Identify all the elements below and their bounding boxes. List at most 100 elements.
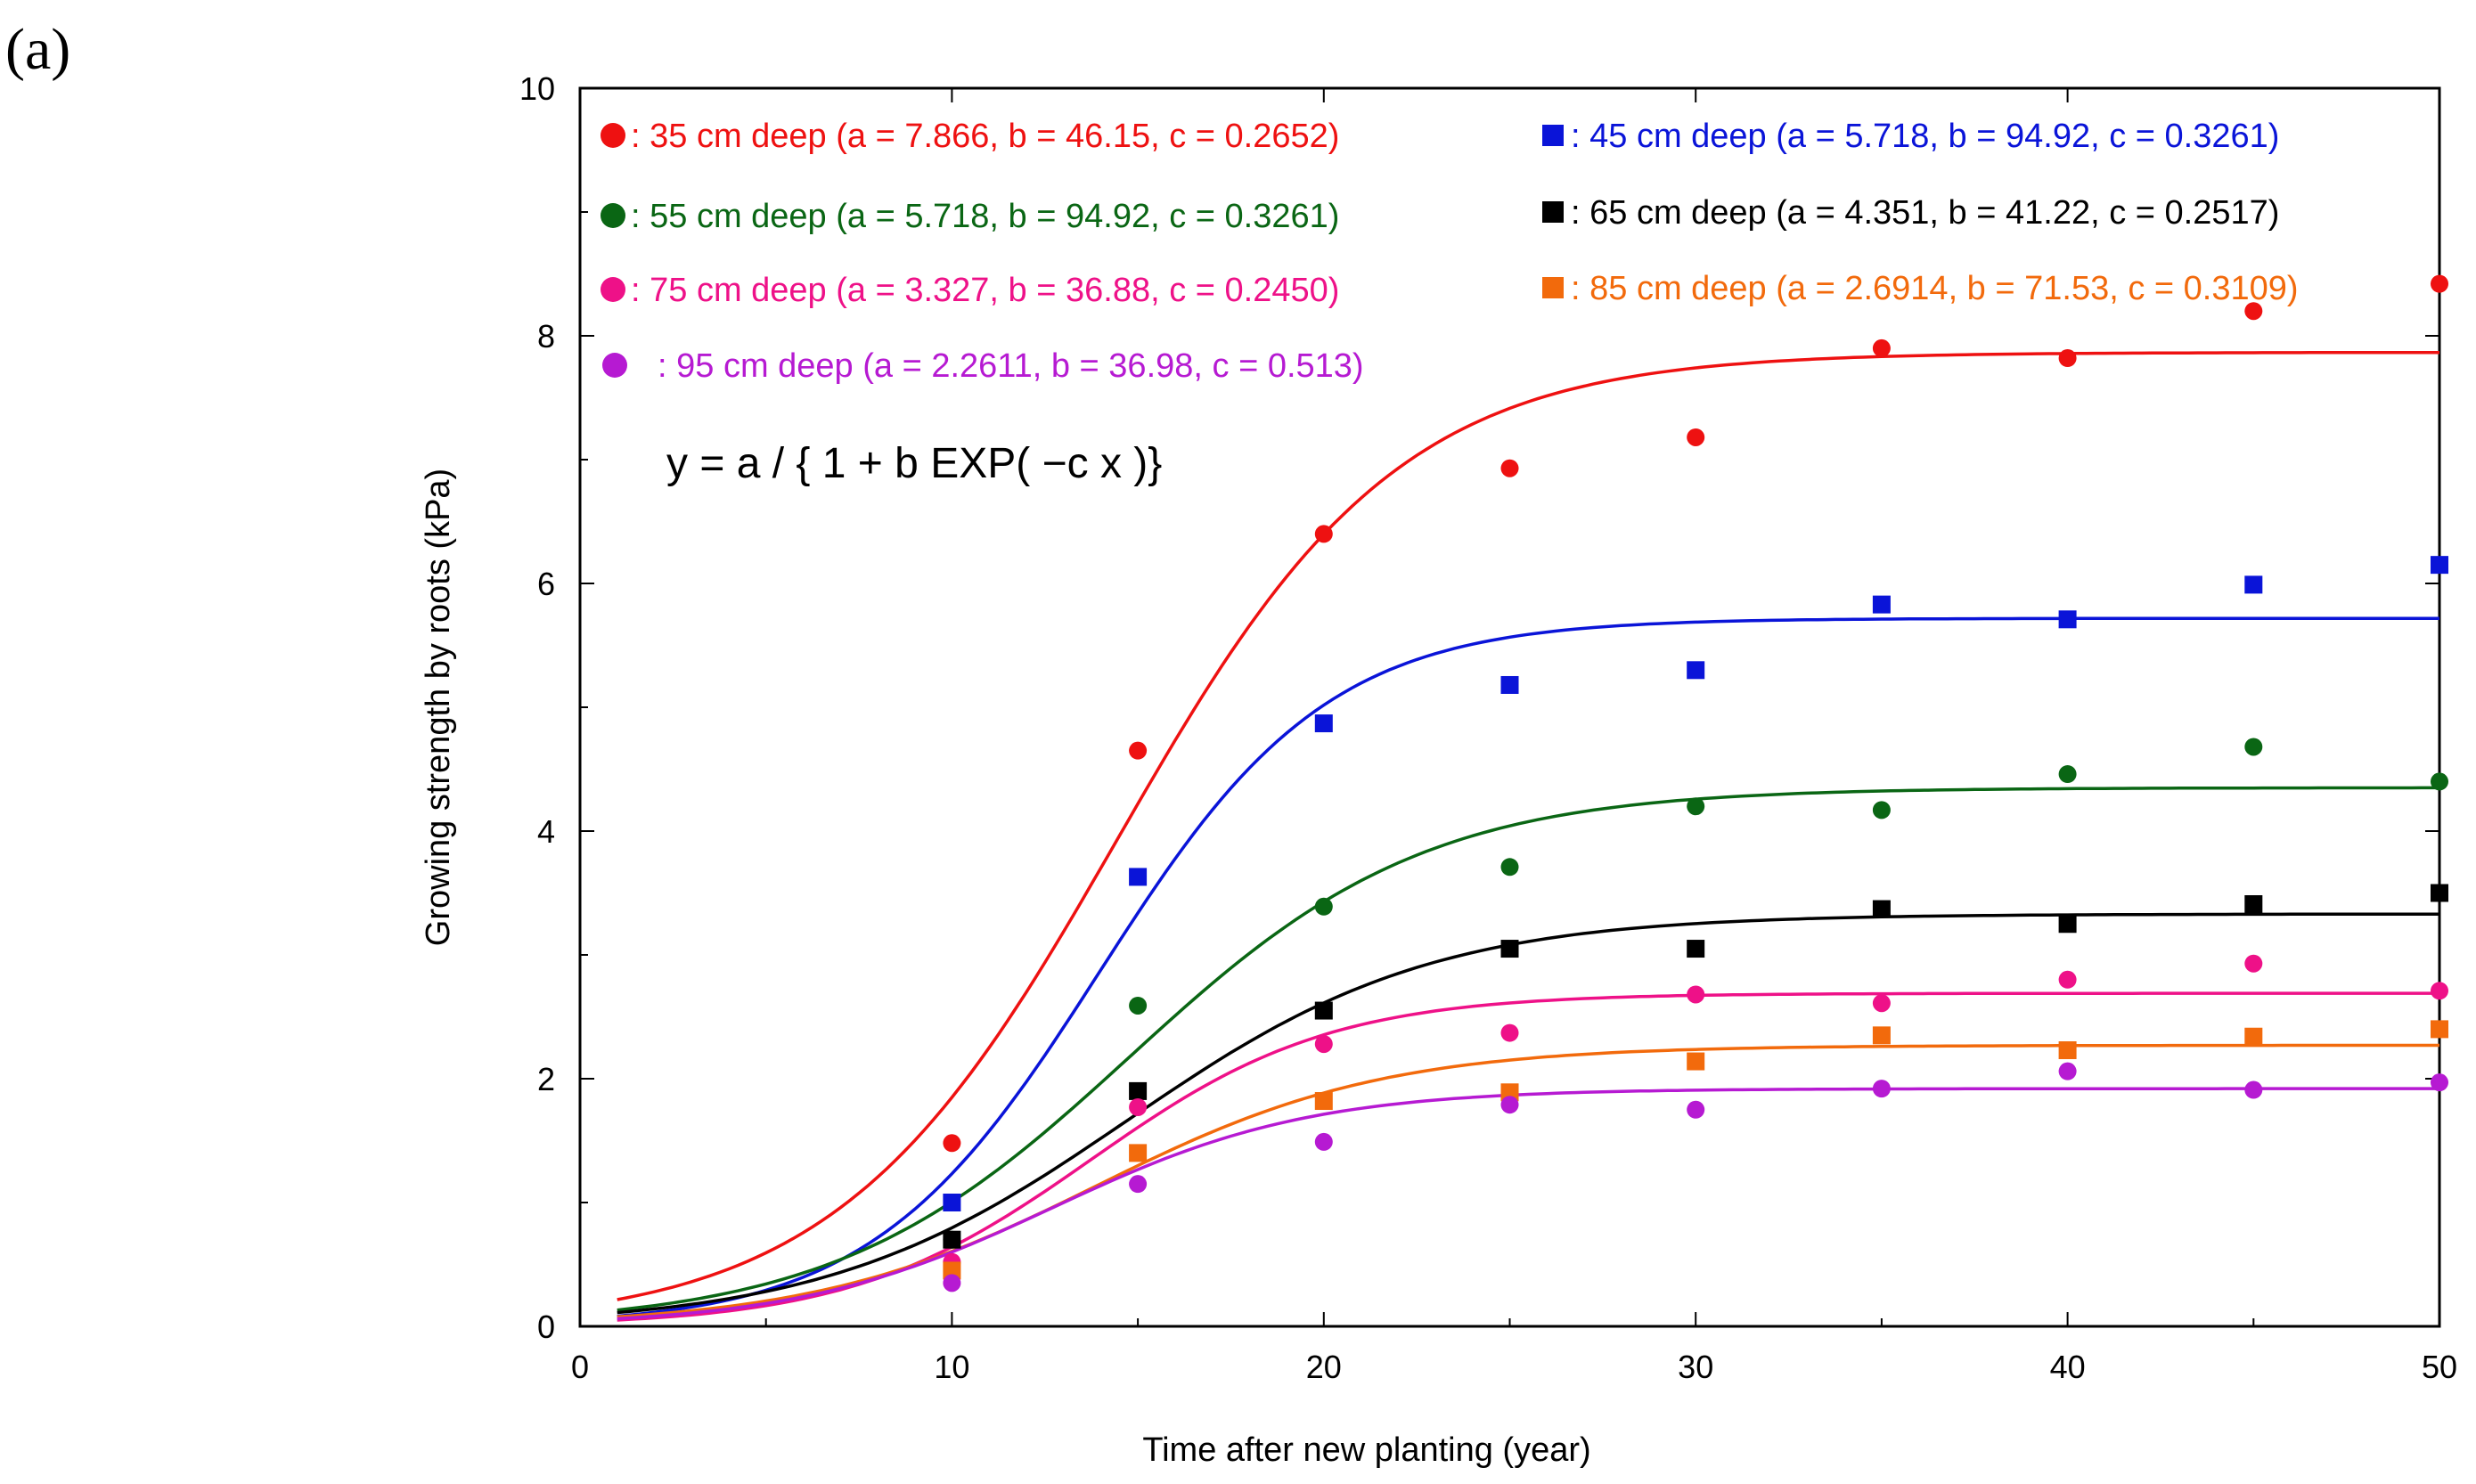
fit-curve-95-cm-deep xyxy=(617,1087,2439,1321)
legend-marker xyxy=(601,123,625,148)
data-point xyxy=(1687,661,1705,680)
fit-curve-45-cm-deep xyxy=(617,616,2439,1318)
data-point xyxy=(2244,954,2263,973)
data-points xyxy=(943,274,2448,1292)
data-point xyxy=(1687,428,1705,446)
data-point xyxy=(943,1261,961,1280)
data-point xyxy=(1314,525,1333,543)
legend-label: : 35 cm deep (a = 7.866, b = 46.15, c = … xyxy=(631,118,1339,155)
legend-label: : 95 cm deep (a = 2.2611, b = 36.98, c =… xyxy=(658,347,1364,385)
data-point xyxy=(1129,1081,1148,1100)
x-tick-label: 30 xyxy=(1678,1349,1713,1385)
data-point xyxy=(943,1274,961,1292)
x-tick-label: 20 xyxy=(1306,1349,1342,1385)
data-point xyxy=(1872,801,1891,819)
data-point xyxy=(2244,1027,2263,1046)
data-point xyxy=(2058,970,2077,989)
data-point xyxy=(1314,897,1333,916)
fit-formula: y = a / { 1 + b EXP( −c x )} xyxy=(666,440,1162,487)
data-point xyxy=(2244,738,2263,756)
data-point xyxy=(2058,915,2077,934)
data-point xyxy=(1500,1096,1519,1114)
data-point xyxy=(1500,940,1519,958)
data-point xyxy=(2431,556,2448,575)
y-tick-label: 4 xyxy=(537,813,555,850)
legend-marker xyxy=(1542,201,1564,223)
data-point xyxy=(2058,1062,2077,1080)
data-point xyxy=(1687,1100,1705,1119)
data-point xyxy=(1687,985,1705,1004)
data-point xyxy=(1687,940,1705,958)
data-point xyxy=(1129,868,1148,886)
data-point xyxy=(1314,1035,1333,1054)
legend-label: : 85 cm deep (a = 2.6914, b = 71.53, c =… xyxy=(1571,270,2299,307)
fit-curve-85-cm-deep xyxy=(617,1043,2439,1319)
data-point xyxy=(943,1230,961,1249)
axis-ticks: 0 10 20 30 40 50 0 2 4 6 8 10 xyxy=(519,70,2457,1385)
data-point xyxy=(1129,1097,1148,1116)
data-point xyxy=(1129,996,1148,1015)
legend-marker xyxy=(602,353,627,378)
y-tick-label: 8 xyxy=(537,318,555,355)
data-point xyxy=(2244,1080,2263,1099)
data-point xyxy=(1314,1001,1333,1020)
data-point xyxy=(1687,1052,1705,1071)
data-point xyxy=(2244,302,2263,321)
data-point xyxy=(1872,338,1891,357)
fit-curve-55-cm-deep xyxy=(617,786,2439,1312)
data-point xyxy=(1129,741,1148,760)
x-tick-label: 50 xyxy=(2422,1349,2457,1385)
x-tick-label: 40 xyxy=(2050,1349,2086,1385)
legend: : 35 cm deep (a = 7.866, b = 46.15, c = … xyxy=(601,118,2299,385)
y-tick-label: 2 xyxy=(537,1061,555,1097)
legend-marker xyxy=(1542,125,1564,146)
x-tick-label: 10 xyxy=(934,1349,969,1385)
data-point xyxy=(1314,1132,1333,1151)
data-point xyxy=(1872,1026,1891,1045)
data-point xyxy=(2431,884,2448,902)
data-point xyxy=(943,1134,961,1153)
legend-marker xyxy=(601,277,625,302)
fit-curve-35-cm-deep xyxy=(617,350,2439,1301)
y-tick-label: 0 xyxy=(537,1309,555,1345)
data-point xyxy=(1872,900,1891,918)
data-point xyxy=(1129,1175,1148,1194)
y-tick-label: 10 xyxy=(519,70,555,107)
x-tick-label: 0 xyxy=(571,1349,589,1385)
data-point xyxy=(2431,772,2448,791)
data-point xyxy=(2431,1073,2448,1092)
data-point xyxy=(1872,1080,1891,1098)
y-axis-title: Growing strength by roots (kPa) xyxy=(420,469,457,946)
data-point xyxy=(2058,349,2077,368)
data-point xyxy=(943,1194,961,1211)
legend-label: : 65 cm deep (a = 4.351, b = 41.22, c = … xyxy=(1571,194,2279,232)
data-point xyxy=(2058,765,2077,784)
fit-curves xyxy=(617,350,2439,1322)
data-point xyxy=(2431,982,2448,1000)
data-point xyxy=(1500,1083,1519,1102)
legend-marker xyxy=(601,203,625,228)
legend-label: : 75 cm deep (a = 3.327, b = 36.88, c = … xyxy=(631,272,1339,309)
data-point xyxy=(2244,575,2263,594)
panel-label: (a) xyxy=(5,17,71,82)
legend-label: : 45 cm deep (a = 5.718, b = 94.92, c = … xyxy=(1571,118,2279,155)
data-point xyxy=(1500,1023,1519,1042)
data-point xyxy=(1872,595,1891,614)
data-point xyxy=(1500,675,1519,694)
data-point xyxy=(2431,274,2448,293)
data-point xyxy=(2244,895,2263,914)
data-point xyxy=(1314,1092,1333,1111)
data-point xyxy=(1872,994,1891,1013)
data-point xyxy=(2058,1041,2077,1060)
y-tick-label: 6 xyxy=(537,566,555,602)
data-point xyxy=(1687,797,1705,816)
x-axis-title: Time after new planting (year) xyxy=(1142,1431,1590,1469)
data-point xyxy=(1500,459,1519,477)
fit-curve-65-cm-deep xyxy=(617,912,2439,1315)
data-point xyxy=(1500,858,1519,877)
data-point xyxy=(1129,1144,1148,1162)
data-point xyxy=(2058,610,2077,629)
data-point xyxy=(2431,1020,2448,1039)
legend-marker xyxy=(1542,277,1564,298)
